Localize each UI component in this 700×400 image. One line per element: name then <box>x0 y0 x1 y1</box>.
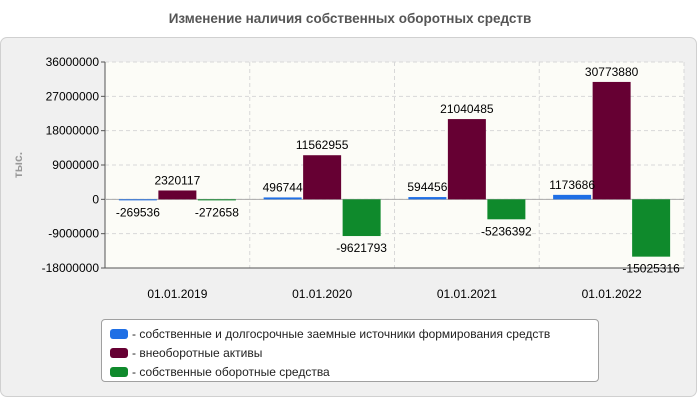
legend-label: - собственные оборотные средства <box>132 364 330 379</box>
y-tick-labels: 36000000 27000000 18000000 9000000 0 -9000000… <box>42 55 105 275</box>
data-label: 594456 <box>407 180 447 194</box>
data-label: -272658 <box>195 205 239 219</box>
x-tick-label: 01.01.2022 <box>582 287 642 301</box>
data-label: -15025316 <box>622 262 680 276</box>
x-tick-labels: 01.01.2019 01.01.2020 01.01.2021 01.01.2022 <box>147 287 642 301</box>
data-label: -5236392 <box>481 224 532 238</box>
x-tick-label: 01.01.2020 <box>292 287 352 301</box>
legend-label: - собственные и долгосрочные заемные ист… <box>132 326 551 341</box>
bars <box>118 81 671 257</box>
legend-swatch <box>110 366 128 377</box>
bar <box>118 199 157 201</box>
y-tick-label: 27000000 <box>46 89 100 103</box>
y-tick-label: 9000000 <box>52 158 99 172</box>
data-label: 11562955 <box>296 138 349 152</box>
bar <box>342 199 381 237</box>
legend-item: - собственные оборотные средства <box>110 362 598 381</box>
bar <box>447 119 486 200</box>
bar <box>158 190 197 200</box>
bar <box>553 194 592 200</box>
chart-title: Изменение наличия собственных оборотных … <box>168 11 532 26</box>
x-tick-label: 01.01.2021 <box>437 287 497 301</box>
legend-item: - внеоборотные активы <box>110 343 598 362</box>
bar <box>197 199 236 201</box>
legend: - собственные и долгосрочные заемные ист… <box>101 319 599 382</box>
data-label: 2320117 <box>154 173 200 187</box>
bar <box>632 199 671 257</box>
bar <box>408 197 447 200</box>
y-tick-label: 0 <box>92 192 99 206</box>
legend-swatch <box>110 328 128 339</box>
y-tick-label: 36000000 <box>46 55 100 69</box>
bar <box>263 197 302 200</box>
data-label: -9621793 <box>336 241 387 255</box>
data-label: 30773880 <box>585 65 639 79</box>
x-tick-label: 01.01.2019 <box>147 287 207 301</box>
data-label: 1173686 <box>549 178 595 192</box>
data-label: 496744 <box>263 180 303 194</box>
bar <box>487 199 526 220</box>
y-tick-label: -18000000 <box>42 261 100 275</box>
legend-item: - собственные и долгосрочные заемные ист… <box>110 324 598 343</box>
bar <box>303 155 342 200</box>
data-label: -269536 <box>116 205 160 219</box>
y-tick-label: -9000000 <box>48 227 99 241</box>
y-tick-label: 18000000 <box>46 124 100 138</box>
bar <box>592 81 631 200</box>
y-axis-label: тыс. <box>11 152 25 178</box>
legend-swatch <box>110 347 128 358</box>
data-labels: -269536 496744 594456 1173686 2320117 1156295… <box>116 65 680 276</box>
data-label: 21040485 <box>440 102 494 116</box>
legend-label: - внеоборотные активы <box>132 345 263 360</box>
